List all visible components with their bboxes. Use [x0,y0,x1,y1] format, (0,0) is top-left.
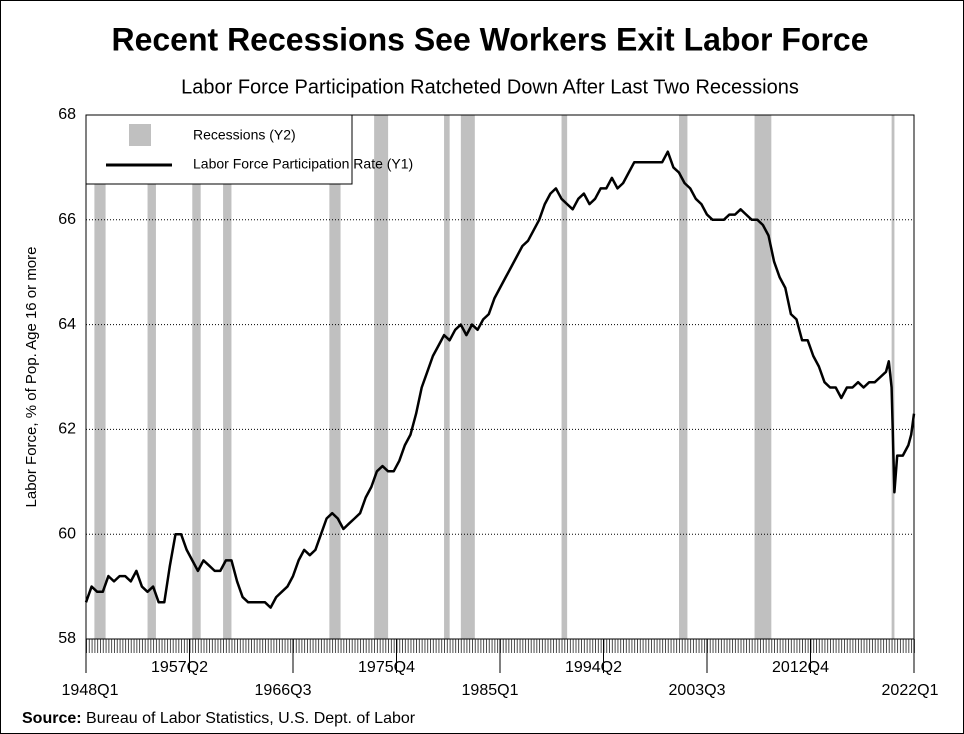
recession-bar [561,115,568,639]
y-tick-label: 68 [58,106,76,123]
x-tick-label: 2022Q1 [882,682,939,699]
recession-bar [374,115,389,639]
x-tick-label: 1948Q1 [62,682,119,699]
recession-bar [329,115,341,639]
x-tick-label: 1957Q2 [151,659,208,676]
y-tick-label: 58 [58,630,76,647]
recession-bar [679,115,688,639]
plot-background [86,115,914,639]
x-tick-label: 1985Q1 [462,682,519,699]
y-tick-label: 60 [58,525,76,542]
recession-bar [94,115,106,639]
recession-bar [891,115,895,639]
legend: Recessions (Y2) Labor Force Participation… [85,114,413,185]
recession-bar [460,115,475,639]
x-tick-label: 2003Q3 [669,682,726,699]
recession-bar [754,115,772,639]
chart-subtitle: Labor Force Participation Ratcheted Down… [181,76,799,98]
recession-bar [192,115,201,639]
source-text: Bureau of Labor Statistics, U.S. Dept. o… [86,710,416,727]
chart-title: Recent Recessions See Workers Exit Labor… [111,21,868,57]
x-tick-label: 1966Q3 [255,682,312,699]
y-tick-label: 62 [58,421,76,438]
legend-box [85,114,353,185]
recession-bar [147,115,156,639]
recession-bar [444,115,450,639]
x-tick-label: 1975Q4 [358,659,415,676]
legend-label: Labor Force Participation Rate (Y1) [193,156,413,172]
y-tick-label: 64 [58,316,76,333]
x-tick-label: 1994Q2 [565,659,622,676]
legend-label: Recessions (Y2) [193,127,296,143]
lfpr-line [84,150,916,609]
source-label: Source: [22,710,82,727]
legend-swatch [129,124,151,146]
y-axis-label: Labor Force, % of Pop. Age 16 or more [23,247,40,508]
y-tick-label: 66 [58,211,76,228]
x-tick-label: 2012Q4 [772,659,829,676]
source: Source: Bureau of Labor Statistics, U.S.… [22,710,416,727]
recession-bar [223,115,232,639]
